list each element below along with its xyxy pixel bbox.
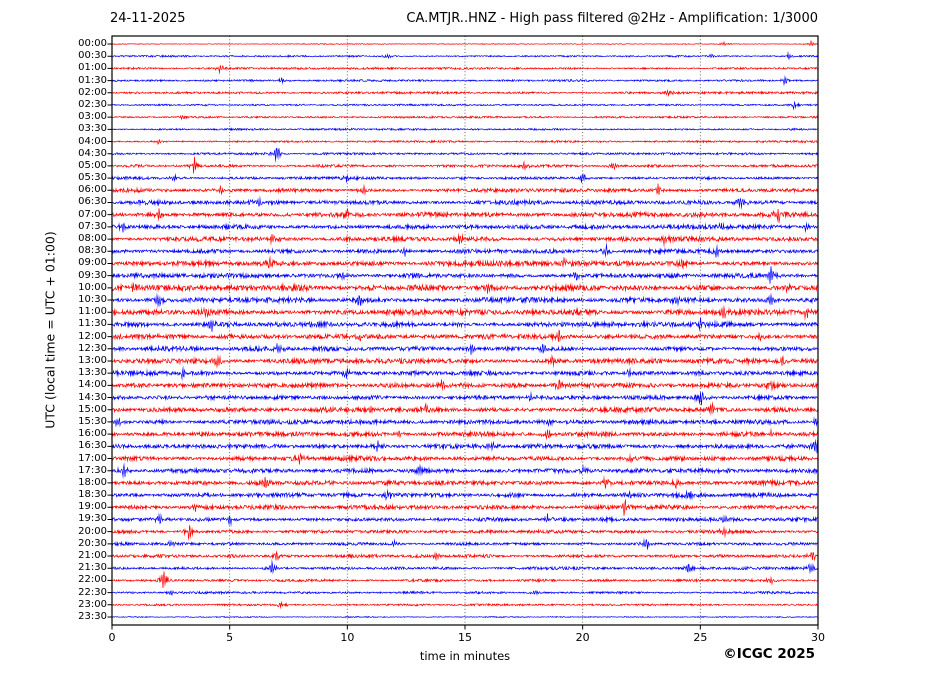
y-tick-label: 03:30	[78, 123, 107, 135]
x-tick-label: 25	[693, 631, 708, 644]
y-tick-label: 10:00	[78, 281, 107, 293]
y-tick-label: 07:00	[78, 208, 107, 220]
y-tick-label: 18:00	[78, 476, 107, 488]
y-tick-label: 16:30	[78, 440, 107, 452]
y-tick-label: 13:30	[78, 367, 107, 379]
plot-date: 24-11-2025	[110, 11, 186, 26]
y-tick-label: 14:30	[78, 391, 107, 403]
y-axis-label: UTC (local time = UTC + 01:00)	[42, 231, 58, 429]
y-tick-label: 21:00	[78, 550, 107, 562]
y-tick-label: 12:00	[78, 330, 107, 342]
y-tick-label: 11:30	[78, 318, 107, 330]
y-tick-label: 02:30	[78, 98, 107, 110]
y-tick-label: 22:30	[78, 586, 107, 598]
y-tick-label: 09:30	[78, 269, 107, 281]
x-tick-label: 10	[340, 631, 355, 644]
y-tick-label: 01:30	[78, 74, 107, 86]
y-tick-label: 13:00	[78, 354, 107, 366]
y-tick-label: 06:00	[78, 184, 107, 196]
copyright-text: ©ICGC 2025	[723, 646, 815, 662]
plot-title: CA.MTJR..HNZ - High pass filtered @2Hz -…	[406, 11, 818, 26]
y-tick-label: 23:00	[78, 598, 107, 610]
y-tick-label: 12:30	[78, 342, 107, 354]
y-tick-label: 23:30	[78, 611, 107, 622]
y-tick-label: 22:00	[78, 574, 107, 586]
y-tick-label: 20:30	[78, 537, 107, 549]
y-tick-label: 01:00	[78, 62, 107, 74]
y-tick-label: 17:00	[78, 452, 107, 464]
x-tick-label: 5	[226, 631, 234, 644]
x-tick-label: 0	[108, 631, 116, 644]
y-tick-label: 05:30	[78, 172, 107, 184]
y-tick-label: 08:00	[78, 233, 107, 245]
y-tick-label: 21:30	[78, 562, 107, 574]
y-tick-label: 15:00	[78, 403, 107, 415]
y-tick-label: 02:00	[78, 86, 107, 98]
y-tick-label: 19:30	[78, 513, 107, 525]
y-tick-label: 19:00	[78, 501, 107, 513]
y-tick-label: 17:30	[78, 464, 107, 476]
y-tick-label: 04:00	[78, 135, 107, 147]
y-tick-label: 04:30	[78, 147, 107, 159]
y-tick-label: 10:30	[78, 294, 107, 306]
y-tick-label: 00:30	[78, 50, 107, 62]
y-tick-label: 16:00	[78, 428, 107, 440]
x-axis-label: time in minutes	[419, 649, 511, 663]
x-tick-label: 15	[458, 631, 472, 644]
y-tick-label: 09:00	[78, 257, 107, 269]
x-tick-label: 30	[811, 631, 825, 644]
y-tick-label: 18:30	[78, 489, 107, 501]
y-tick-label: 11:00	[78, 306, 107, 318]
y-tick-label: 07:30	[78, 220, 107, 232]
y-tick-label: 15:30	[78, 415, 107, 427]
y-tick-label: 14:00	[78, 379, 107, 391]
x-tick-label: 20	[575, 631, 590, 644]
y-tick-label: 08:30	[78, 245, 107, 257]
y-tick-label: 00:00	[78, 38, 107, 49]
y-tick-label: 06:30	[78, 196, 107, 208]
y-tick-label: 20:00	[78, 525, 107, 537]
y-tick-label: 05:00	[78, 159, 107, 171]
y-tick-label: 03:00	[78, 111, 107, 123]
